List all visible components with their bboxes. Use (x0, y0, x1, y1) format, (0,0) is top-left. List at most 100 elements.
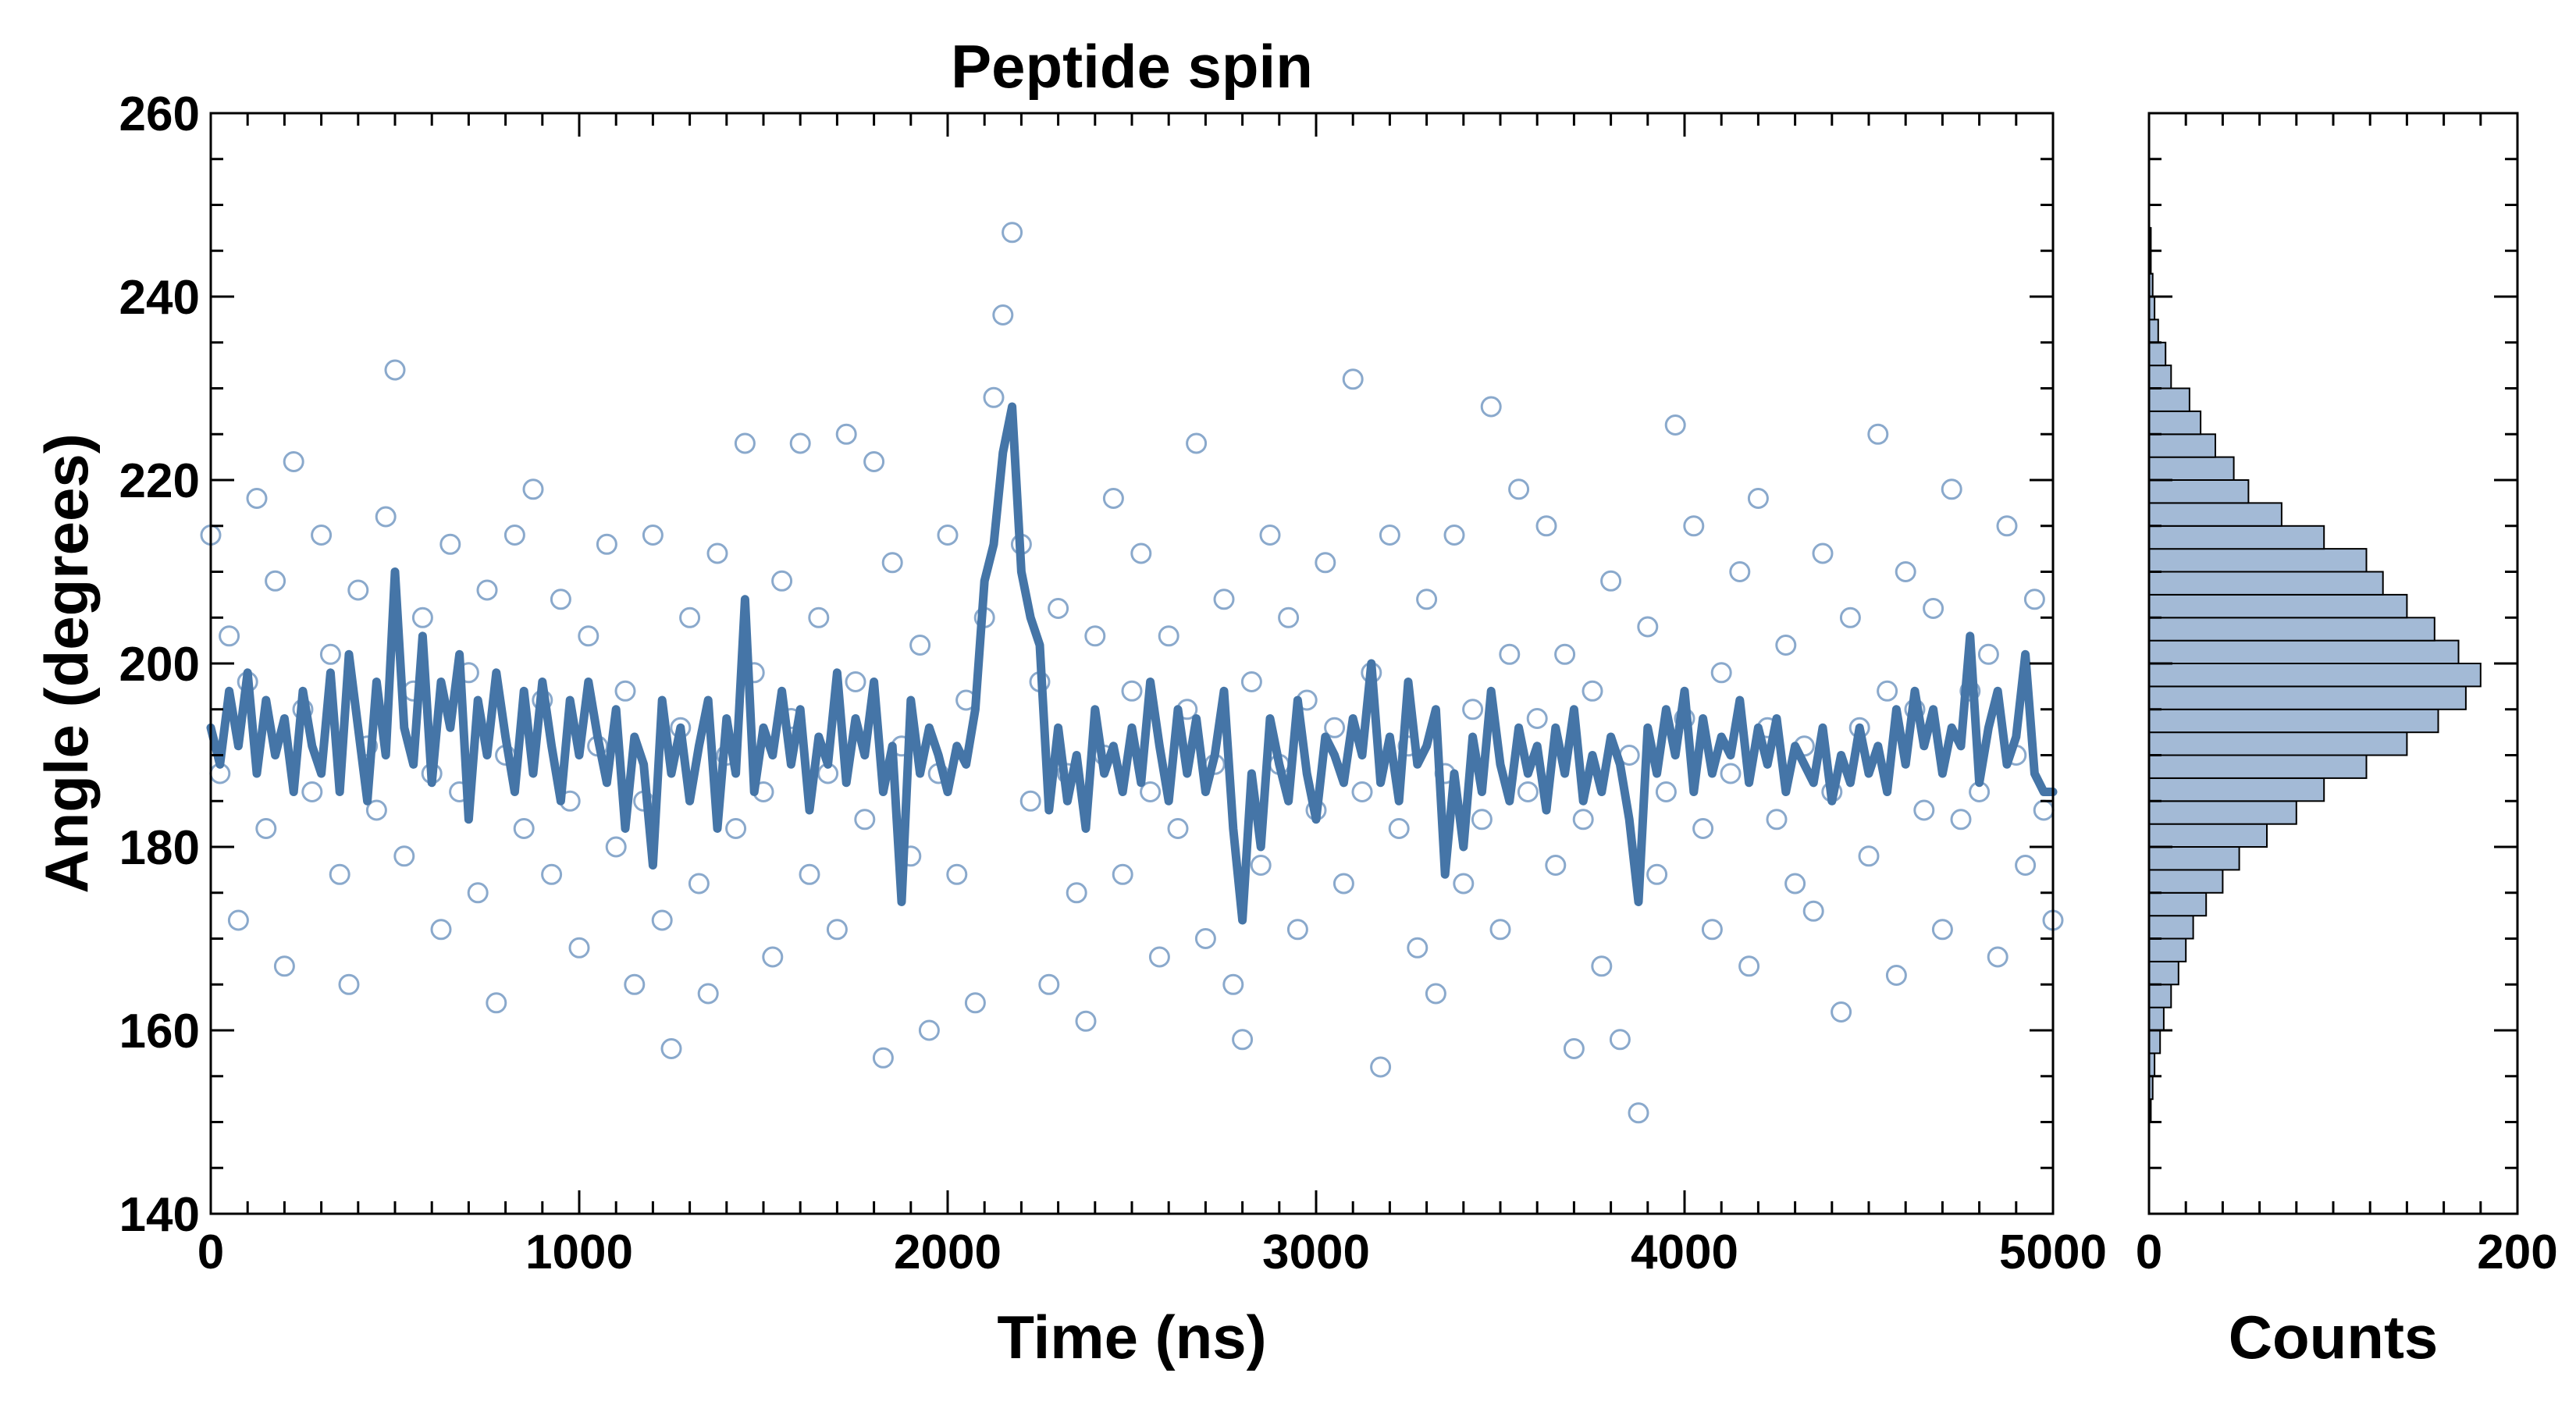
scatter-point (1812, 542, 1834, 564)
scatter-point (1877, 680, 1898, 702)
scatter-point (1489, 919, 1511, 941)
scatter-point (1591, 955, 1613, 977)
histogram-bar (2148, 891, 2208, 917)
scatter-point (826, 919, 848, 941)
y-tick-label: 200 (119, 638, 200, 692)
scatter-point (476, 579, 498, 601)
main-ticks: 0 1000 2000 3000 4000 5000 140 160 180 200 220 240 2… (119, 87, 2107, 1279)
histogram-bar (2148, 433, 2216, 458)
scatter-point (1664, 414, 1686, 436)
scatter-point (1858, 845, 1880, 867)
scatter-point (1332, 873, 1354, 895)
scatter-point (1628, 1102, 1649, 1124)
x-tick-label: 2000 (894, 1225, 1002, 1279)
scatter-point (1499, 643, 1521, 665)
scatter-point (1941, 478, 1962, 500)
histogram-bar (2148, 663, 2482, 688)
scatter-point (1278, 606, 1300, 628)
histogram-bar (2148, 708, 2439, 734)
scatter-point (1692, 818, 1714, 839)
scatter-point (771, 570, 793, 592)
histogram-bar (2148, 502, 2282, 527)
scatter-point (854, 809, 876, 831)
scatter-point (1048, 598, 1069, 619)
scatter-point (265, 570, 286, 592)
scatter-point (679, 606, 701, 628)
histogram-bar (2148, 617, 2435, 642)
scatter-point (1729, 561, 1751, 582)
scatter-point (845, 671, 866, 692)
scatter-point (1324, 717, 1346, 738)
scatter-point (319, 643, 341, 665)
scatter-point (1563, 1038, 1585, 1059)
scatter-point (1637, 616, 1659, 638)
scatter-point (227, 909, 249, 931)
scatter-point (578, 625, 600, 647)
scatter-point (762, 946, 784, 968)
scatter-point (467, 882, 489, 904)
scatter-point (1148, 946, 1170, 968)
histogram-bar (2148, 823, 2268, 848)
histogram-bar (2148, 1030, 2161, 1055)
scatter-point (1600, 570, 1622, 592)
scatter-point (1038, 973, 1060, 995)
y-tick-label: 220 (119, 454, 200, 508)
histogram-bar (2148, 984, 2172, 1008)
scatter-point (937, 525, 959, 546)
scatter-point (1130, 542, 1152, 564)
scatter-point (660, 1038, 682, 1059)
scatter-point (1701, 919, 1723, 941)
histogram-bar (2148, 365, 2172, 389)
y-tick-label: 160 (119, 1005, 200, 1058)
scatter-point (550, 589, 571, 610)
scatter-point (1388, 818, 1410, 839)
scatter-point (835, 423, 857, 445)
scatter-point (918, 1019, 940, 1041)
histogram-bar (2148, 731, 2408, 756)
scatter-point (1996, 515, 2018, 537)
scatter-point (1102, 488, 1124, 509)
main-plot: 0 1000 2000 3000 4000 5000 140 160 180 200 220 240 2… (32, 32, 2107, 1371)
scatter-point (1066, 882, 1087, 904)
histogram-bar (2148, 869, 2224, 894)
smoothed-line-group (206, 402, 2058, 925)
scatter-point (1931, 919, 1953, 941)
scatter-point (568, 937, 590, 959)
scatter-point (1462, 699, 1484, 720)
scatter-point (273, 955, 295, 977)
scatter-point (1158, 625, 1179, 647)
scatter-point (1250, 855, 1272, 876)
scatter-point (983, 386, 1005, 408)
scatter-point (1885, 965, 1907, 986)
scatter-point (1240, 671, 1262, 692)
scatter-point (651, 909, 673, 931)
scatter-point (1545, 855, 1567, 876)
histogram-bar (2148, 525, 2325, 550)
scatter-point (1950, 809, 1972, 831)
histogram-bar (2148, 846, 2240, 871)
scatter-point (946, 863, 968, 885)
scatter-point (219, 625, 240, 647)
histogram-x-axis-label: Counts (2229, 1303, 2439, 1371)
y-tick-label: 260 (119, 87, 200, 141)
scatter-point (1019, 790, 1041, 812)
scatter-point (503, 525, 525, 546)
scatter-point (1766, 809, 1788, 831)
scatter-point (1416, 589, 1438, 610)
scatter-point (596, 533, 617, 555)
scatter-point (697, 983, 719, 1005)
scatter-point (1747, 488, 1769, 509)
scatter-point (863, 451, 885, 472)
scatter-point (1554, 643, 1576, 665)
scatter-point (541, 863, 563, 885)
smoothed-line (206, 402, 2058, 925)
scatter-point (1913, 799, 1935, 821)
scatter-point (1784, 873, 1806, 895)
scatter-point (872, 1047, 894, 1069)
histogram-bar (2148, 387, 2190, 412)
scatter-point (1075, 1010, 1097, 1032)
histogram-bar (2148, 800, 2297, 825)
x-tick-label: 0 (197, 1225, 224, 1279)
scatter-point (347, 579, 369, 601)
scatter-point (486, 992, 507, 1014)
